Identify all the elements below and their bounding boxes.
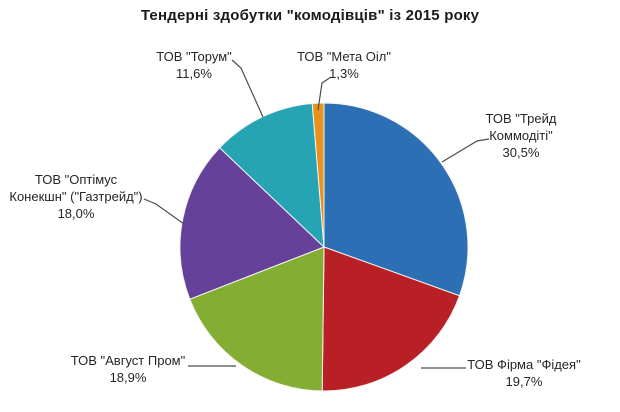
- label-fideya-percent: 19,7%: [505, 374, 543, 389]
- label-avgust-prom: ТОВ "Август Пром" 18,9%: [71, 352, 185, 386]
- label-trade-name-line2: Коммодіті": [489, 128, 553, 143]
- label-meta-oil: ТОВ "Мета Оіл" 1,3%: [297, 48, 391, 82]
- label-meta-oil-percent: 1,3%: [329, 66, 359, 81]
- leader-line-meta-oil: [317, 76, 332, 111]
- label-optimus-percent: 18,0%: [57, 206, 95, 221]
- label-fideya-name: ТОВ Фірма "Фідея": [467, 357, 581, 372]
- pie-slices: [179, 102, 469, 392]
- chart-title: Тендерні здобутки "комодівців" із 2015 р…: [140, 7, 480, 24]
- label-avgust-percent: 18,9%: [109, 370, 147, 385]
- label-optimus: ТОВ "Оптімус Конекшн" ("Газтрейд") 18,0%: [9, 171, 142, 222]
- label-torum: ТОВ "Торум" 11,6%: [156, 48, 232, 82]
- pie-slice: [323, 102, 469, 297]
- label-trade-percent: 30,5%: [502, 145, 540, 160]
- label-avgust-name: ТОВ "Август Пром": [70, 353, 186, 368]
- pie-slice: [179, 147, 325, 300]
- pie-slice: [189, 246, 325, 392]
- pie-slice: [218, 102, 325, 249]
- label-fideya: ТОВ Фірма "Фідея" 19,7%: [467, 356, 580, 390]
- label-meta-oil-name: ТОВ "Мета Оіл": [297, 49, 391, 64]
- pie-slice: [321, 246, 461, 392]
- label-trade-commodity: ТОВ "Трейд Коммодіті" 30,5%: [486, 110, 557, 161]
- leader-lines: [143, 59, 490, 369]
- label-trade-name-line1: ТОВ "Трейд: [485, 111, 557, 126]
- label-optimus-name-line2: Конекшн" ("Газтрейд"): [9, 189, 143, 204]
- label-torum-percent: 11,6%: [176, 66, 212, 81]
- label-optimus-name-line1: ТОВ "Оптімус: [34, 172, 118, 187]
- leader-line-torum: [231, 59, 264, 118]
- leader-line-optimus: [143, 198, 185, 225]
- label-torum-name: ТОВ "Торум": [156, 49, 232, 64]
- leader-line-trade: [441, 138, 490, 163]
- pie-slice: [311, 102, 325, 248]
